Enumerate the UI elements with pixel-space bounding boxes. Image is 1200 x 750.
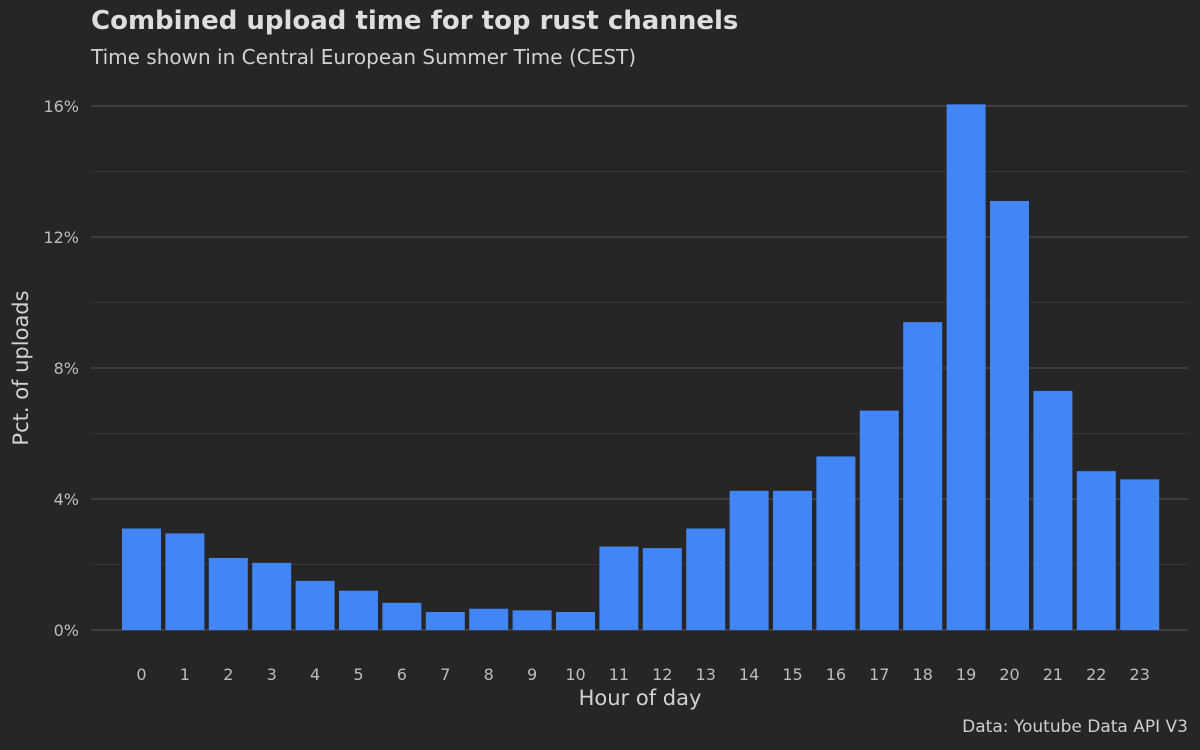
bar-hour-10 (556, 611, 595, 630)
x-tick-label: 8 (484, 665, 494, 684)
x-tick-label: 5 (353, 665, 363, 684)
bar-hour-18 (903, 322, 943, 630)
bar-hour-13 (686, 528, 726, 630)
bar-hour-11 (599, 546, 639, 630)
bar-hour-17 (859, 410, 899, 630)
bar-hour-1 (165, 533, 205, 630)
bar-hour-14 (729, 490, 769, 630)
x-tick-label: 10 (565, 665, 585, 684)
y-tick-label: 12% (43, 228, 79, 247)
chart-title: Combined upload time for top rust channe… (91, 6, 739, 36)
x-tick-label: 13 (696, 665, 716, 684)
x-tick-label: 23 (1130, 665, 1150, 684)
chart-subtitle: Time shown in Central European Summer Ti… (91, 45, 637, 69)
x-tick-label: 18 (913, 665, 933, 684)
x-tick-label: 6 (397, 665, 407, 684)
bar-hour-21 (1033, 390, 1073, 630)
bar-hour-16 (816, 456, 856, 630)
bar-hour-3 (252, 562, 292, 630)
bar-hour-7 (425, 611, 465, 630)
y-tick-label: 4% (54, 490, 79, 509)
bar-hour-20 (990, 200, 1029, 630)
x-tick-label: 7 (440, 665, 450, 684)
x-tick-label: 9 (527, 665, 537, 684)
x-axis-ticks: 0 1 2 3 4 5 6 7 8 9 10 11 12 13 14 15 16 17 18 19 20 21 22 23 (136, 665, 1149, 684)
x-tick-label: 3 (267, 665, 277, 684)
y-tick-label: 16% (43, 97, 79, 116)
bar-hour-12 (642, 548, 682, 630)
bar-hour-6 (382, 602, 422, 630)
bar-series (122, 104, 1160, 631)
y-axis-title: Pct. of uploads (9, 290, 33, 445)
x-tick-label: 15 (782, 665, 802, 684)
x-tick-label: 21 (1043, 665, 1063, 684)
bar-hour-23 (1120, 479, 1160, 630)
x-tick-label: 14 (739, 665, 759, 684)
bar-hour-9 (512, 610, 552, 630)
x-tick-label: 19 (956, 665, 976, 684)
y-tick-label: 0% (54, 621, 79, 640)
x-tick-label: 20 (999, 665, 1019, 684)
y-axis-ticks: 0% 4% 8% 12% 16% (43, 97, 79, 640)
bar-hour-8 (469, 608, 509, 630)
x-tick-label: 12 (652, 665, 672, 684)
bar-hour-5 (339, 590, 378, 630)
x-tick-label: 1 (180, 665, 190, 684)
bar-hour-22 (1076, 471, 1116, 630)
bar-hour-0 (122, 528, 161, 630)
x-tick-label: 22 (1086, 665, 1106, 684)
x-tick-label: 11 (609, 665, 629, 684)
y-tick-label: 8% (54, 359, 79, 378)
bar-hour-2 (208, 557, 248, 630)
bar-hour-4 (295, 580, 335, 630)
data-source-caption: Data: Youtube Data API V3 (962, 717, 1188, 737)
x-axis-title: Hour of day (579, 686, 702, 710)
x-tick-label: 2 (223, 665, 233, 684)
bar-hour-19 (946, 104, 986, 631)
x-tick-label: 0 (136, 665, 146, 684)
bar-hour-15 (773, 490, 812, 630)
x-tick-label: 17 (869, 665, 889, 684)
x-tick-label: 4 (310, 665, 320, 684)
x-tick-label: 16 (826, 665, 846, 684)
